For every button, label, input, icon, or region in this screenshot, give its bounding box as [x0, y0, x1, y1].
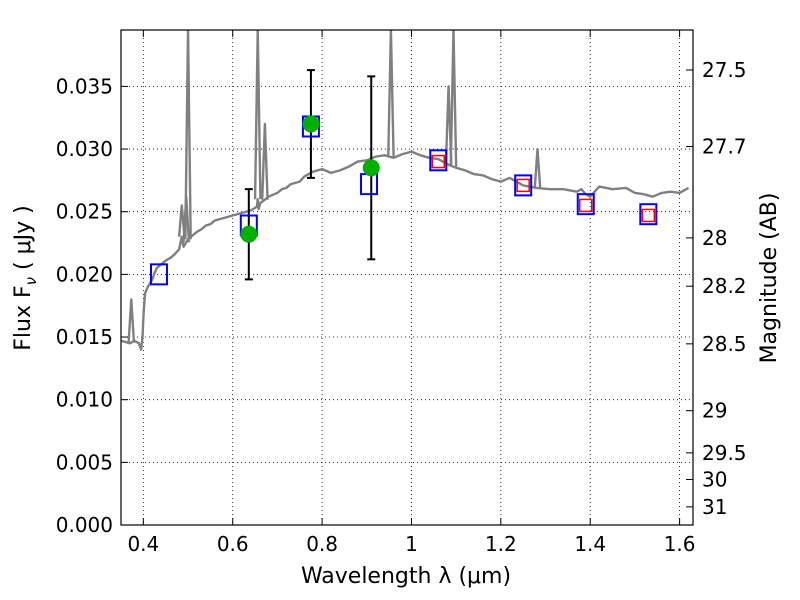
emission-line: [127, 298, 136, 343]
model-photometry-square: [576, 193, 595, 216]
model-photometry-square: [149, 263, 168, 286]
x-tick-label: 1: [405, 532, 418, 556]
nir-photometry-square: [641, 208, 656, 223]
y-tick-label: 0.005: [56, 450, 113, 474]
nir-photometry-square: [579, 198, 593, 213]
nir-photometry-square: [431, 154, 446, 169]
emission-line: [253, 30, 262, 200]
y-axis-label: Flux Fν ( μJy ): [11, 205, 40, 350]
x-axis-label: Wavelength λ (μm): [301, 564, 511, 589]
y-axis-label-main: Flux F: [11, 285, 36, 350]
emission-line: [533, 147, 542, 189]
plot-frame: [120, 29, 694, 526]
x-tick-label: 1.6: [664, 532, 696, 556]
y-tick-label: 0.030: [56, 137, 113, 161]
model-photometry-square: [639, 203, 658, 226]
emission-line: [387, 30, 395, 158]
y-tick-label: 0.015: [56, 325, 113, 349]
right-tick-label: 28.5: [702, 332, 747, 356]
emission-line: [184, 30, 192, 240]
y-tick-label: 0.000: [56, 513, 113, 537]
y-axis-label-units: ( μJy ): [11, 205, 36, 277]
grid: [121, 30, 693, 526]
right-tick-label: 28.2: [702, 274, 747, 298]
right-tick-label: 31: [702, 495, 727, 519]
x-tick-label: 0.6: [217, 532, 249, 556]
right-axis-label: Magnitude (AB): [757, 193, 782, 364]
model-photometry-square: [429, 149, 448, 172]
ticks: 0.4 0.6 0.8 1 1.2 1.4 1.6 0.000 0.005 0.010 0.015 0…: [56, 30, 747, 556]
x-tick-label: 0.4: [127, 532, 159, 556]
right-tick-label: 28: [702, 226, 727, 250]
x-tick-label: 1.4: [574, 532, 606, 556]
y-tick-label: 0.025: [56, 200, 113, 224]
emission-line: [449, 30, 458, 167]
model-photometry-square: [514, 174, 533, 197]
right-tick-label: 29: [702, 399, 727, 423]
emission-line: [261, 122, 269, 200]
x-tick-label: 0.8: [306, 532, 338, 556]
right-tick-label: 30: [702, 467, 727, 491]
observed-flux-point: [302, 115, 320, 133]
observed-flux-point: [362, 159, 380, 177]
nir-photometry-square: [516, 178, 530, 193]
y-tick-label: 0.010: [56, 388, 113, 412]
y-tick-label: 0.020: [56, 262, 113, 286]
right-tick-label: 27.7: [702, 135, 747, 159]
observed-flux-point: [240, 225, 258, 243]
model-photometry-square: [360, 173, 379, 196]
right-tick-label: 29.5: [702, 441, 747, 465]
x-tick-label: 1.2: [485, 532, 517, 556]
plot-area: [121, 30, 690, 351]
sed-model-line: [121, 150, 690, 351]
y-tick-label: 0.035: [56, 74, 113, 98]
y-axis-label-subscript: ν: [22, 277, 40, 285]
right-tick-label: 27.5: [702, 58, 747, 82]
